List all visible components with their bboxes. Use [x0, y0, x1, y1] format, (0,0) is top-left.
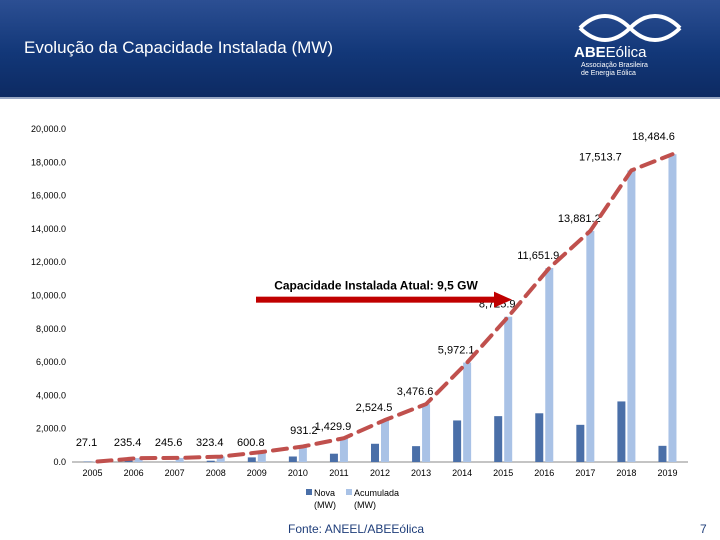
data-label: 3,476.6 — [397, 386, 434, 398]
bar-acumulada — [134, 458, 143, 462]
bar-nova — [329, 453, 338, 462]
bar-acumulada — [504, 316, 513, 462]
data-label: 18,484.6 — [632, 131, 675, 143]
x-tick-label: 2015 — [493, 468, 513, 478]
bar-nova — [658, 445, 667, 462]
bar-acumulada — [668, 154, 677, 462]
legend-label-nova-unit: (MW) — [314, 500, 336, 510]
legend-swatch-nova — [306, 489, 312, 495]
legend-label-nova: Nova — [314, 488, 335, 498]
bar-acumulada — [627, 170, 636, 462]
data-label: 1,429.9 — [315, 421, 352, 433]
data-label: 13,881.2 — [558, 213, 601, 225]
bar-nova — [288, 456, 297, 462]
wind-logo-icon — [578, 14, 682, 42]
bar-acumulada — [216, 456, 225, 462]
bar-acumulada — [339, 438, 348, 462]
x-tick-label: 2008 — [206, 468, 226, 478]
slide-title: Evolução da Capacidade Instalada (MW) — [24, 38, 333, 57]
bar-nova — [535, 413, 544, 462]
x-tick-label: 2006 — [124, 468, 144, 478]
data-label: 27.1 — [76, 437, 97, 449]
data-label: 245.6 — [155, 437, 183, 449]
y-tick-label: 16,000.0 — [31, 191, 66, 201]
bar-nova — [371, 443, 379, 462]
x-tick-label: 2014 — [452, 468, 472, 478]
bar-nova — [247, 457, 256, 462]
data-label: 11,651.9 — [517, 250, 559, 262]
bar-nova — [617, 401, 626, 462]
bar-acumulada — [175, 457, 184, 462]
bar-acumulada — [586, 230, 595, 462]
logo-name: ABEEólica — [574, 44, 647, 61]
bar-nova — [494, 416, 503, 462]
legend-label-acumulada: Acumulada — [354, 488, 399, 498]
legend-label-acumulada-unit: (MW) — [354, 500, 376, 510]
annotation-arrow-head — [494, 291, 512, 308]
bar-nova — [453, 420, 462, 462]
bar-nova — [576, 424, 585, 462]
x-tick-label: 2011 — [329, 468, 348, 478]
y-tick-label: 6,000.0 — [36, 357, 66, 367]
y-tick-label: 20,000.0 — [31, 124, 66, 134]
y-tick-label: 0.0 — [53, 457, 66, 467]
x-tick-label: 2005 — [83, 468, 103, 478]
x-tick-label: 2012 — [370, 468, 390, 478]
y-tick-label: 4,000.0 — [36, 390, 66, 400]
x-tick-label: 2010 — [288, 468, 308, 478]
bar-acumulada — [545, 267, 554, 462]
annotation-text: Capacidade Instalada Atual: 9,5 GW — [274, 279, 478, 293]
data-label: 17,513.7 — [579, 151, 622, 163]
trend-line — [95, 152, 675, 464]
y-tick-label: 14,000.0 — [31, 224, 66, 234]
x-tick-label: 2009 — [247, 468, 267, 478]
source-note: Fonte: ANEEL/ABEEólica — [288, 522, 425, 536]
y-tick-label: 8,000.0 — [36, 324, 66, 334]
annotation-arrow-shaft — [256, 296, 496, 303]
bar-nova — [412, 446, 421, 462]
x-tick-label: 2007 — [165, 468, 185, 478]
x-tick-label: 2017 — [575, 468, 595, 478]
x-tick-label: 2016 — [534, 468, 554, 478]
y-tick-label: 18,000.0 — [31, 157, 66, 167]
data-label: 931.2 — [290, 425, 318, 437]
bar-nova — [206, 460, 215, 462]
x-tick-label: 2013 — [411, 468, 431, 478]
data-label: 5,972.1 — [438, 345, 475, 357]
y-tick-label: 2,000.0 — [36, 424, 66, 434]
bar-acumulada — [257, 451, 266, 462]
data-label: 2,524.5 — [356, 402, 393, 414]
bar-acumulada — [422, 404, 431, 462]
header-divider — [0, 97, 720, 99]
bar-acumulada — [381, 419, 389, 462]
data-label: 323.4 — [196, 437, 224, 449]
logo-subtitle: Associação Brasileira de Energia Eólica — [581, 62, 648, 77]
bar-acumulada — [463, 362, 472, 462]
y-tick-label: 10,000.0 — [31, 291, 66, 301]
bar-acumulada — [298, 446, 307, 462]
x-tick-label: 2018 — [616, 468, 636, 478]
capacity-bar-chart: 0.0 2,000.0 4,000.0 6,000.0 8,000.0 10,000.0 1… — [31, 124, 688, 510]
data-label: 235.4 — [114, 437, 142, 449]
data-label: 600.8 — [237, 437, 265, 449]
legend-swatch-acumulada — [346, 489, 352, 495]
y-tick-label: 12,000.0 — [31, 257, 66, 267]
x-tick-label: 2019 — [657, 468, 677, 478]
page-number: 7 — [700, 522, 707, 536]
